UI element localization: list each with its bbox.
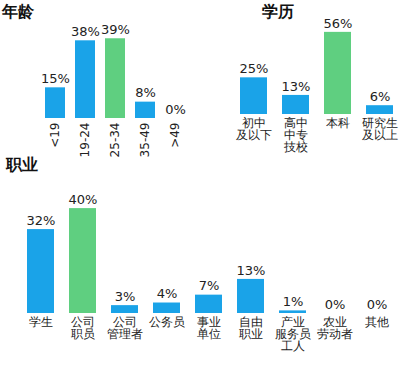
svg-text:13%: 13% xyxy=(237,263,266,278)
svg-text:8%: 8% xyxy=(135,85,156,100)
svg-text:事业单位: 事业单位 xyxy=(197,315,221,341)
svg-text:4%: 4% xyxy=(157,286,178,301)
svg-text:研究生及以上: 研究生及以上 xyxy=(362,116,398,142)
svg-text:其他: 其他 xyxy=(365,315,389,329)
svg-text:产业服务员工人: 产业服务员工人 xyxy=(275,315,311,353)
svg-text:38%: 38% xyxy=(71,24,100,39)
svg-text:农业劳动者: 农业劳动者 xyxy=(317,315,353,341)
html-text:年龄: 年龄 xyxy=(2,2,34,21)
svg-text:0%: 0% xyxy=(367,297,388,312)
svg-text:7%: 7% xyxy=(199,278,220,293)
svg-text:15%: 15% xyxy=(41,71,70,86)
svg-text:3%: 3% xyxy=(115,289,136,304)
svg-text:学生: 学生 xyxy=(29,315,53,329)
svg-text:19-24: 19-24 xyxy=(78,123,92,158)
svg-text:6%: 6% xyxy=(370,89,391,104)
svg-text:本科: 本科 xyxy=(326,116,350,130)
svg-text:25-34: 25-34 xyxy=(108,123,122,158)
svg-text:公司职员: 公司职员 xyxy=(71,315,95,341)
svg-text:>49: >49 xyxy=(168,123,182,148)
svg-text:1%: 1% xyxy=(283,294,304,309)
svg-text:初中及以下: 初中及以下 xyxy=(236,116,272,142)
svg-text:40%: 40% xyxy=(69,192,98,207)
svg-text:自由职业: 自由职业 xyxy=(239,315,263,341)
svg-text:<19: <19 xyxy=(48,123,62,148)
svg-text:公务员: 公务员 xyxy=(149,315,185,329)
html-text:学历: 学历 xyxy=(262,2,294,21)
svg-text:35-49: 35-49 xyxy=(138,123,152,158)
svg-text:13%: 13% xyxy=(282,79,311,94)
svg-text:0%: 0% xyxy=(325,297,346,312)
svg-text:高中中专技校: 高中中专技校 xyxy=(283,116,308,154)
svg-text:56%: 56% xyxy=(324,16,353,31)
html-text:职业: 职业 xyxy=(6,155,38,174)
svg-text:公司管理者: 公司管理者 xyxy=(107,315,143,341)
svg-text:39%: 39% xyxy=(101,22,130,37)
svg-text:0%: 0% xyxy=(165,102,186,117)
svg-text:32%: 32% xyxy=(27,213,56,228)
svg-text:25%: 25% xyxy=(240,61,269,76)
